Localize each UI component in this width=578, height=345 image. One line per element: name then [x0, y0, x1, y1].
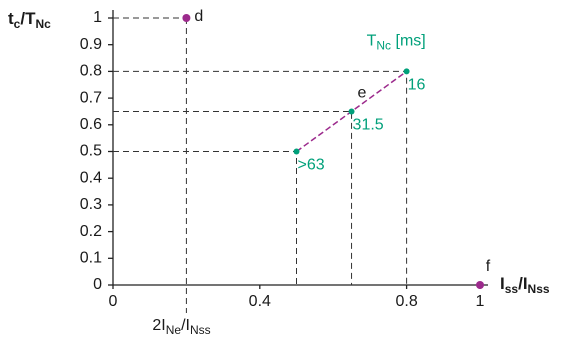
x-axis-title: Iss/INss — [500, 274, 550, 296]
x-axis-title-part: Nss — [528, 282, 550, 296]
y-axis-title-part: t — [8, 9, 14, 28]
y-tick-label: 0.1 — [80, 250, 102, 267]
y-tick-label: 0.8 — [80, 63, 102, 80]
x-tick-label: 0 — [109, 293, 118, 310]
series-point — [348, 108, 355, 115]
point-label: d — [194, 8, 203, 25]
line-label: e — [358, 85, 367, 102]
x-axis-title-part: ss — [505, 282, 519, 296]
point-label: f — [486, 258, 491, 275]
point — [476, 281, 484, 289]
y-axis-title-part: /T — [20, 9, 36, 28]
series-title-part: T — [367, 33, 377, 50]
series-title: TNc [ms] — [367, 33, 426, 53]
x-tick-label: 0.4 — [249, 293, 271, 310]
point — [182, 14, 191, 22]
point-axis-label-part: Nss — [190, 323, 211, 337]
point-label: 31.5 — [353, 117, 384, 134]
y-tick-label: 0.6 — [80, 116, 102, 133]
point-label: 16 — [408, 77, 426, 94]
series-point — [293, 148, 300, 155]
x-axis-title-part: /I — [518, 274, 527, 293]
x-tick-label: 0.8 — [395, 293, 417, 310]
guide-line — [113, 110, 353, 285]
y-axis-title-part: c — [14, 17, 21, 31]
y-tick-label: 0.5 — [80, 143, 102, 160]
y-tick-label: 0.9 — [80, 36, 102, 53]
y-tick-label: 0 — [93, 276, 102, 293]
point-axis-label-part: Ne — [166, 323, 182, 337]
point-label: >63 — [298, 157, 325, 174]
point-axis-label-part: 2I — [152, 317, 165, 334]
point-axis-label-part: /I — [181, 317, 190, 334]
y-tick-label: 0.2 — [80, 223, 102, 240]
point-axis-label: 2INe/INss — [152, 317, 210, 337]
x-axis-title-part: I — [500, 274, 505, 293]
guide-line — [113, 151, 297, 285]
y-tick-label: 1 — [93, 9, 102, 26]
y-axis-title-part: Nc — [35, 17, 51, 31]
x-tick-label: 1 — [476, 293, 485, 310]
y-tick-label: 0.4 — [80, 169, 102, 186]
series-title-part: Nc — [376, 39, 391, 53]
series-point — [403, 68, 410, 75]
y-axis-title: tc/TNc — [8, 9, 51, 31]
y-tick-label: 0.3 — [80, 196, 102, 213]
series-title-part: [ms] — [391, 33, 426, 50]
y-tick-label: 0.7 — [80, 89, 102, 106]
